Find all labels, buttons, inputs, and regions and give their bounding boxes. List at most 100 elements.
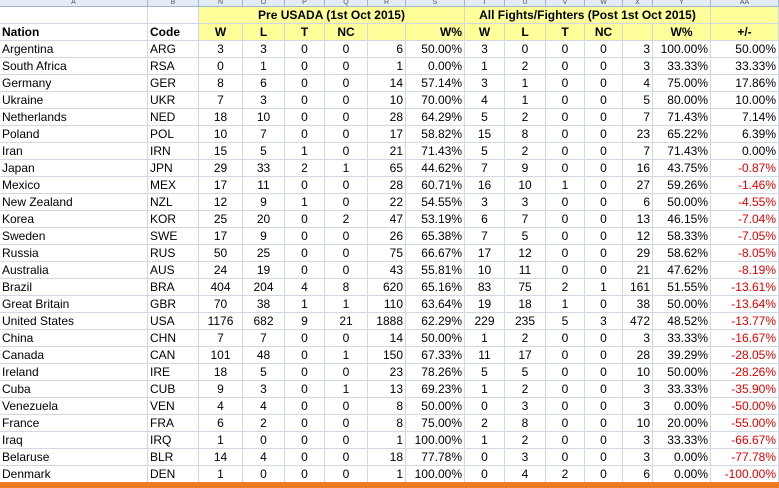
cell-post-t[interactable]: 0 (546, 143, 585, 160)
cell-code[interactable]: GER (148, 75, 199, 92)
post-l-header[interactable]: L (505, 24, 546, 41)
cell-post-t[interactable]: 0 (546, 92, 585, 109)
cell-pre-wpct[interactable]: 66.67% (406, 245, 465, 262)
cell-post-l[interactable]: 5 (505, 228, 546, 245)
cell-pre-w[interactable]: 1 (199, 432, 243, 449)
cell-pre-total[interactable]: 6 (368, 41, 406, 58)
cell-post-l[interactable]: 75 (505, 279, 546, 296)
cell-pre-l[interactable]: 4 (243, 449, 285, 466)
cell-pre-l[interactable]: 33 (243, 160, 285, 177)
cell-post-total[interactable]: 16 (623, 160, 653, 177)
cell-nation[interactable]: Brazil (0, 279, 148, 296)
cell-pre-nc[interactable]: 0 (325, 194, 368, 211)
post-wpct-header[interactable]: W% (653, 24, 711, 41)
pre-nc-header[interactable]: NC (325, 24, 368, 41)
cell-post-l[interactable]: 2 (505, 58, 546, 75)
cell-pre-wpct[interactable]: 71.43% (406, 143, 465, 160)
cell-nation[interactable]: Iran (0, 143, 148, 160)
cell-code[interactable]: JPN (148, 160, 199, 177)
cell-post-w[interactable]: 5 (465, 143, 505, 160)
cell-pre-nc[interactable]: 0 (325, 245, 368, 262)
cell-code[interactable]: RSA (148, 58, 199, 75)
cell-post-t[interactable]: 0 (546, 211, 585, 228)
cell-post-w[interactable]: 5 (465, 109, 505, 126)
cell-pre-nc[interactable]: 0 (325, 75, 368, 92)
cell-post-total[interactable]: 3 (623, 398, 653, 415)
cell-post-l[interactable]: 3 (505, 194, 546, 211)
cell-post-t[interactable]: 0 (546, 41, 585, 58)
cell-pre-t[interactable]: 9 (285, 313, 325, 330)
cell-pre-wpct[interactable]: 78.26% (406, 364, 465, 381)
cell-pre-t[interactable]: 0 (285, 415, 325, 432)
cell-post-w[interactable]: 3 (465, 75, 505, 92)
cell-post-t[interactable]: 0 (546, 398, 585, 415)
cell-pre-l[interactable]: 25 (243, 245, 285, 262)
cell-pre-w[interactable]: 1 (199, 466, 243, 483)
cell-nation[interactable]: Great Britain (0, 296, 148, 313)
cell-post-l[interactable]: 5 (505, 364, 546, 381)
cell-pre-nc[interactable]: 0 (325, 92, 368, 109)
cell-post-total[interactable]: 13 (623, 211, 653, 228)
pre-wpct-header[interactable]: W% (406, 24, 465, 41)
post-w-header[interactable]: W (465, 24, 505, 41)
cell-pre-nc[interactable]: 1 (325, 347, 368, 364)
cell-nation[interactable]: Russia (0, 245, 148, 262)
cell-post-w[interactable]: 1 (465, 330, 505, 347)
cell-post-t[interactable]: 5 (546, 313, 585, 330)
cell-diff[interactable]: -7.04% (711, 211, 779, 228)
cell-nation[interactable]: Australia (0, 262, 148, 279)
cell-post-t[interactable]: 0 (546, 381, 585, 398)
cell-pre-wpct[interactable]: 100.00% (406, 466, 465, 483)
pre-t-header[interactable]: T (285, 24, 325, 41)
cell-post-t[interactable]: 0 (546, 228, 585, 245)
cell-pre-total[interactable]: 75 (368, 245, 406, 262)
cell-post-w[interactable]: 1 (465, 58, 505, 75)
cell-pre-t[interactable]: 0 (285, 75, 325, 92)
cell-post-total[interactable]: 3 (623, 330, 653, 347)
column-letter-w[interactable]: W (585, 0, 623, 6)
cell-pre-t[interactable]: 2 (285, 160, 325, 177)
cell-pre-nc[interactable]: 8 (325, 279, 368, 296)
cell-nation[interactable]: Venezuela (0, 398, 148, 415)
cell-pre-w[interactable]: 3 (199, 41, 243, 58)
cell-post-total[interactable]: 7 (623, 143, 653, 160)
cell-pre-nc[interactable]: 0 (325, 228, 368, 245)
cell-post-nc[interactable]: 0 (585, 364, 623, 381)
cell-pre-t[interactable]: 0 (285, 347, 325, 364)
cell-nation[interactable]: Ukraine (0, 92, 148, 109)
cell-pre-w[interactable]: 9 (199, 381, 243, 398)
cell-nation[interactable]: Belaruse (0, 449, 148, 466)
cell-pre-l[interactable]: 204 (243, 279, 285, 296)
cell-nation[interactable]: China (0, 330, 148, 347)
cell-post-l[interactable]: 2 (505, 109, 546, 126)
cell-post-total[interactable]: 5 (623, 92, 653, 109)
cell-post-wpct[interactable]: 100.00% (653, 41, 711, 58)
cell-post-l[interactable]: 235 (505, 313, 546, 330)
cell-pre-t[interactable]: 0 (285, 126, 325, 143)
cell-post-total[interactable]: 10 (623, 364, 653, 381)
cell-pre-total[interactable]: 110 (368, 296, 406, 313)
cell-post-wpct[interactable]: 43.75% (653, 160, 711, 177)
cell-pre-wpct[interactable]: 0.00% (406, 58, 465, 75)
cell-pre-wpct[interactable]: 65.16% (406, 279, 465, 296)
cell-post-nc[interactable]: 0 (585, 466, 623, 483)
cell-post-wpct[interactable]: 50.00% (653, 364, 711, 381)
cell-pre-nc[interactable]: 0 (325, 330, 368, 347)
cell-pre-total[interactable]: 8 (368, 415, 406, 432)
cell-pre-wpct[interactable]: 62.29% (406, 313, 465, 330)
cell-pre-wpct[interactable]: 63.64% (406, 296, 465, 313)
cell-post-l[interactable]: 4 (505, 466, 546, 483)
cell-pre-l[interactable]: 4 (243, 398, 285, 415)
cell-pre-t[interactable]: 0 (285, 381, 325, 398)
cell-pre-nc[interactable]: 0 (325, 415, 368, 432)
cell-pre-total[interactable]: 10 (368, 92, 406, 109)
cell-nation[interactable]: Sweden (0, 228, 148, 245)
cell-pre-wpct[interactable]: 50.00% (406, 41, 465, 58)
column-letter-o[interactable]: O (243, 0, 285, 6)
cell-nation[interactable]: Mexico (0, 177, 148, 194)
cell-nation[interactable]: France (0, 415, 148, 432)
cell-post-total[interactable]: 3 (623, 41, 653, 58)
cell-pre-w[interactable]: 4 (199, 398, 243, 415)
cell-post-wpct[interactable]: 46.15% (653, 211, 711, 228)
cell-pre-l[interactable]: 9 (243, 194, 285, 211)
